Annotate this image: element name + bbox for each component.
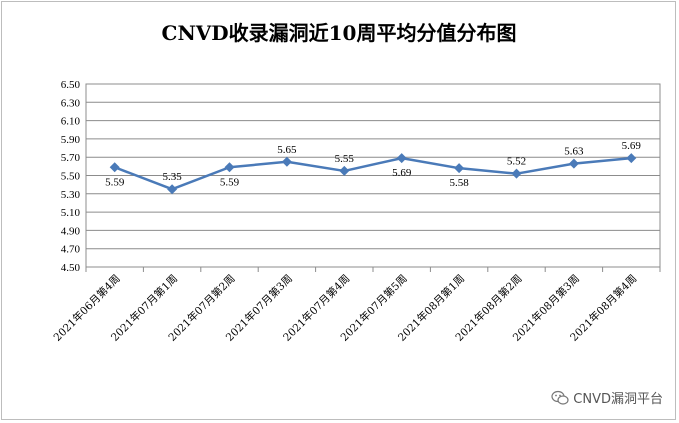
- data-point: [568, 158, 579, 169]
- data-point: [281, 156, 292, 167]
- data-label: 5.59: [220, 176, 240, 188]
- data-point: [626, 153, 637, 164]
- data-point: [454, 163, 465, 174]
- data-label: 5.55: [335, 153, 355, 165]
- watermark-text: CNVD漏洞平台: [573, 392, 663, 407]
- data-label: 5.65: [277, 144, 297, 156]
- data-point: [224, 162, 235, 173]
- data-label: 5.63: [564, 146, 584, 158]
- y-tick-label: 6.30: [61, 97, 81, 109]
- y-tick-label: 5.50: [61, 171, 81, 183]
- data-point: [396, 153, 407, 164]
- y-tick-label: 6.50: [61, 79, 81, 91]
- y-tick-label: 5.90: [61, 134, 81, 146]
- data-label: 5.52: [507, 156, 526, 168]
- data-label: 5.69: [392, 167, 412, 179]
- y-tick-label: 5.70: [61, 152, 81, 164]
- data-point: [339, 165, 350, 176]
- data-point: [167, 184, 178, 195]
- y-tick-label: 5.30: [61, 189, 81, 201]
- wechat-icon: [551, 390, 569, 405]
- x-axis: 2021年06月第4周2021年07月第1周2021年07月第2周2021年07…: [51, 267, 661, 344]
- y-tick-label: 6.10: [61, 116, 81, 128]
- y-axis: 4.50 4.70 4.90 5.10 5.30 5.50 5.70 5.90 6.10 6.30…: [61, 79, 81, 274]
- data-point: [511, 168, 522, 179]
- y-tick-label: 4.90: [61, 225, 81, 237]
- data-point: [109, 162, 120, 173]
- series-path: [114, 156, 632, 191]
- data-label: 5.58: [449, 177, 469, 189]
- y-tick-label: 4.50: [61, 262, 81, 274]
- series-line: [109, 153, 637, 195]
- data-label: 5.59: [105, 176, 125, 188]
- data-labels: 5.59 5.35 5.59 5.65 5.55 5.69 5.58 5.52 5.63 5.69: [105, 140, 641, 189]
- chart-title: CNVD收录漏洞近10周平均分值分布图: [162, 21, 517, 45]
- data-label: 5.69: [622, 140, 642, 152]
- watermark: CNVD漏洞平台: [551, 388, 663, 407]
- data-label: 5.35: [162, 171, 182, 183]
- y-tick-label: 5.10: [61, 207, 81, 219]
- y-tick-label: 4.70: [61, 244, 81, 256]
